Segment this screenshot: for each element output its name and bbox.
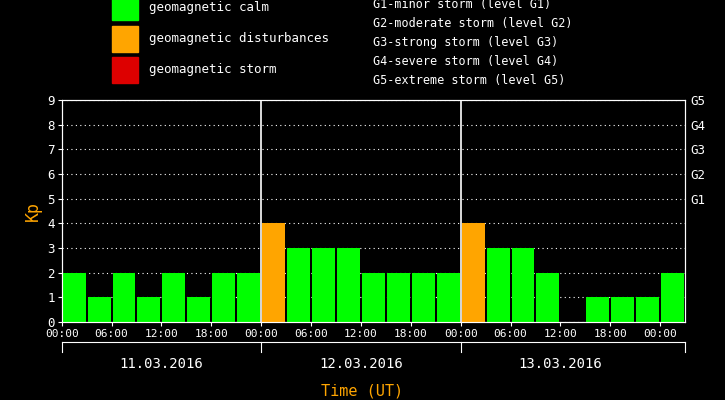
Text: 11.03.2016: 11.03.2016	[120, 357, 203, 371]
Text: geomagnetic storm: geomagnetic storm	[149, 64, 276, 76]
Bar	[138, 297, 160, 322]
Bar	[587, 297, 609, 322]
Bar	[611, 297, 634, 322]
Bar	[112, 26, 138, 52]
Text: 13.03.2016: 13.03.2016	[518, 357, 602, 371]
Bar	[62, 273, 86, 322]
Bar	[287, 248, 310, 322]
Bar	[237, 273, 260, 322]
Bar	[112, 0, 138, 20]
Bar	[412, 273, 435, 322]
Text: geomagnetic disturbances: geomagnetic disturbances	[149, 32, 328, 45]
Bar	[337, 248, 360, 322]
Bar	[112, 273, 136, 322]
Bar	[212, 273, 235, 322]
Text: G5-extreme storm (level G5): G5-extreme storm (level G5)	[373, 74, 566, 86]
Text: G4-severe storm (level G4): G4-severe storm (level G4)	[373, 55, 559, 68]
Bar	[88, 297, 110, 322]
Bar	[262, 223, 285, 322]
Text: G2-moderate storm (level G2): G2-moderate storm (level G2)	[373, 17, 573, 30]
Text: Time (UT): Time (UT)	[321, 383, 404, 398]
Bar	[312, 248, 335, 322]
Bar	[387, 273, 410, 322]
Bar	[187, 297, 210, 322]
Bar	[462, 223, 484, 322]
Text: geomagnetic calm: geomagnetic calm	[149, 1, 269, 14]
Bar	[536, 273, 560, 322]
Bar	[512, 248, 534, 322]
Text: 12.03.2016: 12.03.2016	[319, 357, 403, 371]
Bar	[362, 273, 385, 322]
Text: G3-strong storm (level G3): G3-strong storm (level G3)	[373, 36, 559, 49]
Bar	[112, 57, 138, 83]
Bar	[436, 273, 460, 322]
Text: G1-minor storm (level G1): G1-minor storm (level G1)	[373, 0, 552, 11]
Bar	[637, 297, 659, 322]
Bar	[486, 248, 510, 322]
Bar	[661, 273, 684, 322]
Bar	[162, 273, 186, 322]
Y-axis label: Kp: Kp	[24, 201, 41, 221]
